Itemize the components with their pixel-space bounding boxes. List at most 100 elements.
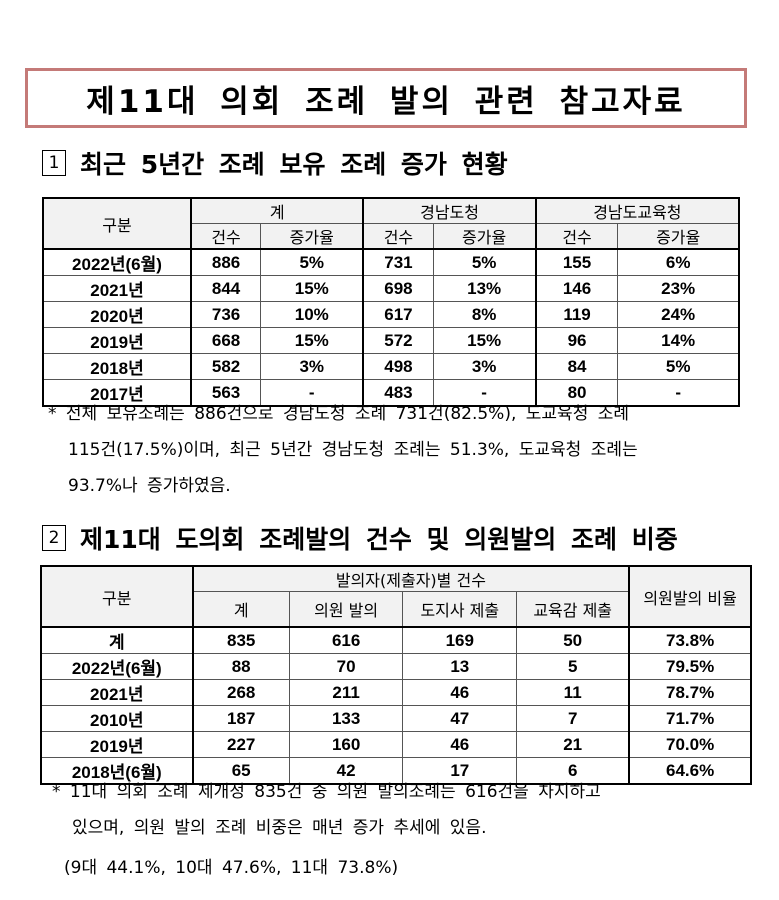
table-cell: 71.7%	[628, 705, 752, 732]
table-row: 2020년 736 10% 617 8% 119 24%	[42, 301, 740, 328]
section-number-box: 2	[42, 525, 66, 551]
table-cell: 187	[191, 705, 290, 732]
table-cell: 78.7%	[628, 679, 752, 706]
table-cell: 498	[362, 353, 434, 380]
header-count: 건수	[534, 223, 619, 250]
header-category: 구분	[42, 197, 192, 250]
table-cell: 133	[288, 705, 404, 732]
table-cell: 11	[516, 679, 630, 706]
table-cell: 5%	[617, 353, 740, 380]
note-line: (9대 44.1%, 10대 47.6%, 11대 73.8%)	[64, 858, 399, 878]
header-rate: 증가율	[260, 223, 364, 250]
table-cell: -	[617, 379, 740, 407]
table-cell: 64.6%	[628, 757, 752, 785]
table-cell: 211	[288, 679, 404, 706]
table-row: 2022년(6월) 88 70 13 5 79.5%	[40, 653, 752, 680]
table-cell: 73.8%	[628, 626, 752, 654]
header-proposer-group: 발의자(제출자)별 건수	[191, 565, 630, 592]
header-total: 계	[189, 197, 364, 224]
table-cell: 7	[516, 705, 630, 732]
section2-note: * 11대 의회 조례 제개정 835건 중 의원 발의조례는 616건을 차지…	[52, 774, 601, 886]
table-cell: 65	[191, 757, 290, 785]
table-cell: 572	[362, 327, 434, 354]
header-superintendent: 교육감 제출	[516, 591, 630, 628]
header-total: 계	[191, 591, 290, 628]
header-member-ratio: 의원발의 비율	[628, 565, 752, 628]
table-cell: 13	[402, 653, 518, 680]
table-cell: 14%	[617, 327, 740, 354]
table-cell: 119	[534, 301, 619, 328]
note-line: * 전체 보유조례는 886건으로 경남도청 조례 731건(82.5%), 도…	[48, 404, 630, 424]
row-label: 2022년(6월)	[40, 653, 194, 680]
table-cell: 155	[534, 248, 619, 276]
table-cell: 146	[534, 275, 619, 302]
row-label: 2018년(6월)	[40, 757, 194, 785]
table-cell: 6	[516, 757, 630, 785]
table-cell: 3%	[260, 353, 364, 380]
table-ordinance-growth: 구분 계 경남도청 경남도교육청 건수 증가율 건수 증가율 건수 증가율 2022년…	[42, 197, 740, 407]
header-province: 경남도청	[362, 197, 537, 224]
note-line: 115건(17.5%)이며, 최근 5년간 경남도청 조례는 51.3%, 도교…	[68, 440, 638, 460]
table-cell: 5%	[260, 248, 364, 276]
table-cell: 13%	[432, 275, 537, 302]
row-label: 2019년	[40, 731, 194, 758]
table-cell: 8%	[432, 301, 537, 328]
header-member: 의원 발의	[288, 591, 404, 628]
section2-title: 제11대 도의회 조례발의 건수 및 의원발의 조례 비중	[80, 525, 678, 554]
table-row: 2018년(6월) 65 42 17 6 64.6%	[40, 757, 752, 785]
table-cell: 15%	[260, 327, 364, 354]
table-cell: 668	[190, 327, 262, 354]
table-cell: 3%	[432, 353, 537, 380]
header-count: 건수	[362, 223, 434, 250]
table-row: 2019년 668 15% 572 15% 96 14%	[42, 327, 740, 354]
table-cell: 96	[534, 327, 619, 354]
header-category: 구분	[40, 565, 194, 628]
row-label: 2021년	[40, 679, 194, 706]
table-row: 2018년 582 3% 498 3% 84 5%	[42, 353, 740, 380]
table-cell: 70.0%	[628, 731, 752, 758]
table-cell: 835	[191, 626, 290, 654]
table-cell: 160	[288, 731, 404, 758]
section2-heading: 2 제11대 도의회 조례발의 건수 및 의원발의 조례 비중	[42, 520, 678, 556]
table-cell: 15%	[432, 327, 537, 354]
section-number-box: 1	[42, 150, 66, 176]
table-cell: 268	[191, 679, 290, 706]
row-label: 2017년	[42, 379, 192, 407]
table-cell: 46	[402, 731, 518, 758]
row-label: 2021년	[42, 275, 192, 302]
table-cell: 84	[534, 353, 619, 380]
row-label: 2018년	[42, 353, 192, 380]
table-cell: 731	[362, 248, 434, 276]
note-line: * 11대 의회 조례 제개정 835건 중 의원 발의조례는 616건을 차지…	[52, 782, 601, 802]
table-cell: 70	[288, 653, 404, 680]
section1-title: 최근 5년간 조례 보유 조례 증가 현황	[80, 150, 508, 179]
table-ordinance-proposals: 구분 발의자(제출자)별 건수 의원발의 비율 계 의원 발의 도지사 제출 교…	[40, 565, 752, 785]
table-cell: 80	[534, 379, 619, 407]
row-label: 2020년	[42, 301, 192, 328]
table-cell: 483	[362, 379, 434, 407]
table-cell: 79.5%	[628, 653, 752, 680]
table-cell: 15%	[260, 275, 364, 302]
table-row: 2022년(6월) 886 5% 731 5% 155 6%	[42, 248, 740, 276]
table-cell: 227	[191, 731, 290, 758]
table-cell: 17	[402, 757, 518, 785]
header-count: 건수	[190, 223, 262, 250]
table-cell: 23%	[617, 275, 740, 302]
row-label: 2022년(6월)	[42, 248, 192, 276]
table-cell: 5	[516, 653, 630, 680]
table-row: 2017년 563-483-80-	[42, 379, 740, 407]
table-cell: 21	[516, 731, 630, 758]
table-cell: 5%	[432, 248, 537, 276]
document-title: 제11대 의회 조례 발의 관련 참고자료	[25, 68, 747, 128]
table-cell: 616	[288, 626, 404, 654]
table-row: 2010년 187 133 47 7 71.7%	[40, 705, 752, 732]
table-cell: 50	[516, 626, 630, 654]
section1-heading: 1 최근 5년간 조례 보유 조례 증가 현황	[42, 145, 508, 181]
table-cell: 617	[362, 301, 434, 328]
table-cell: 736	[190, 301, 262, 328]
table-cell: 582	[190, 353, 262, 380]
table-row: 계 835 616 169 50 73.8%	[40, 626, 752, 654]
header-governor: 도지사 제출	[402, 591, 518, 628]
table-cell: 563	[190, 379, 262, 407]
header-education: 경남도교육청	[534, 197, 740, 224]
